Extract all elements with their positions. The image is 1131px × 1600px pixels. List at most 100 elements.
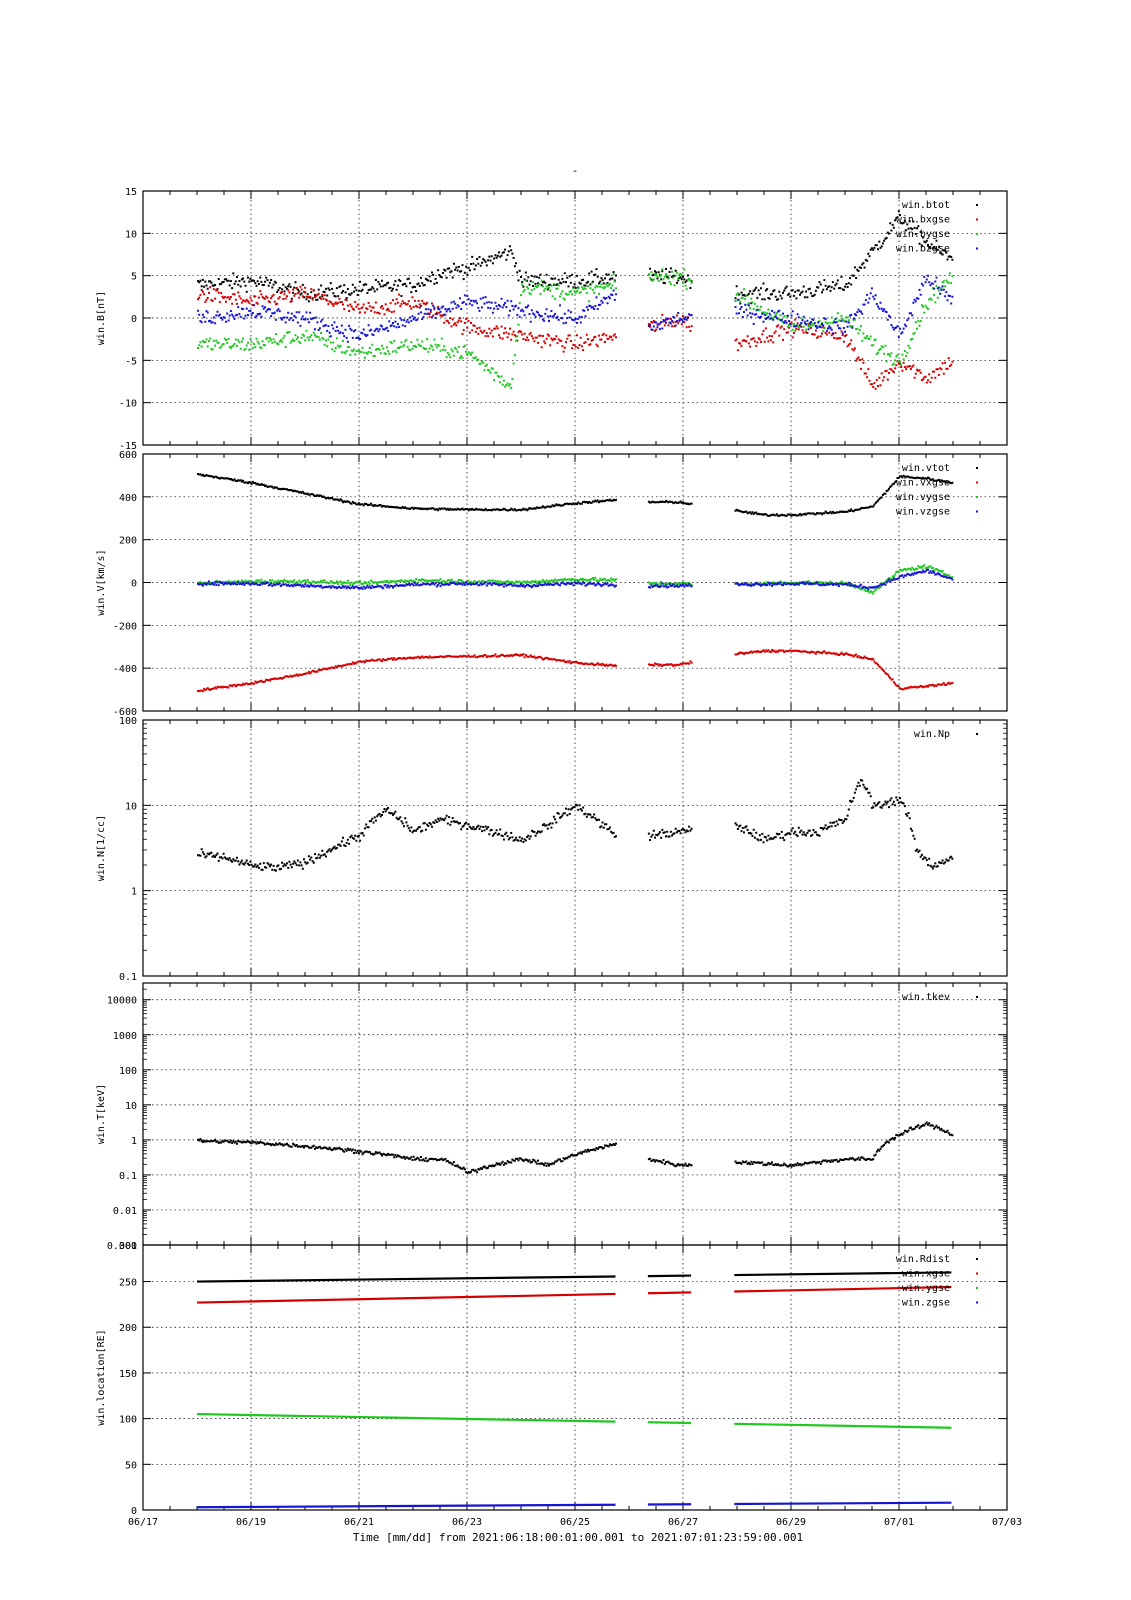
series-win-bxgse: win.bxgse bbox=[197, 215, 978, 390]
series-line bbox=[734, 1422, 952, 1429]
series-win-xgse bbox=[196, 1285, 952, 1304]
x-tick-label: 06/25 bbox=[560, 1517, 590, 1528]
panel-data: win.tkev bbox=[197, 992, 978, 1174]
legend-marker bbox=[976, 1301, 978, 1304]
legend-marker bbox=[976, 1258, 978, 1260]
y-tick-label: 100 bbox=[119, 1066, 137, 1077]
y-tick-label: 0 bbox=[131, 1506, 137, 1517]
series-line bbox=[647, 1291, 692, 1295]
series-line bbox=[734, 1285, 952, 1293]
series-win-vxgse: win.vxgse bbox=[197, 478, 978, 693]
y-tick-label: 10 bbox=[125, 1101, 137, 1112]
y-tick-label: -10 bbox=[119, 399, 137, 410]
series-win-Np: win.Np bbox=[197, 729, 978, 872]
legend-marker bbox=[976, 1287, 978, 1289]
series-points bbox=[197, 1121, 954, 1174]
y-axis-label: win.B[nT] bbox=[96, 291, 107, 345]
x-tick-label: 06/21 bbox=[344, 1517, 374, 1528]
series-points bbox=[197, 649, 954, 693]
y-tick-label: 0.001 bbox=[107, 1241, 137, 1252]
series-line bbox=[196, 1412, 616, 1423]
y-tick-label-corner: 300 bbox=[119, 1241, 137, 1252]
series-win-tkev: win.tkev bbox=[197, 992, 978, 1174]
legend-label: win.tkev bbox=[902, 992, 950, 1003]
series-win-zgse bbox=[196, 1501, 952, 1509]
legend-marker bbox=[976, 247, 978, 250]
chart-panel-4: 10000 1000 100 10 1 0.1 0.01 0.001 win.T[keV] win… bbox=[96, 982, 1008, 1252]
y-axis-label: win.T[keV] bbox=[96, 1084, 107, 1144]
legend-marker bbox=[976, 233, 978, 235]
series-win-btot: win.btot bbox=[197, 200, 978, 305]
legend-marker bbox=[976, 204, 978, 206]
y-tick-label: -400 bbox=[113, 664, 137, 675]
chart-panel-3: 100 10 1 0.1 win.N[1/cc] win.Np bbox=[96, 716, 1008, 983]
panel-data: win.Np bbox=[197, 729, 978, 872]
series-win-bzgse: win.bzgse bbox=[197, 244, 978, 343]
legend-marker bbox=[976, 510, 978, 513]
y-tick-label: 10000 bbox=[107, 996, 137, 1007]
series-points bbox=[197, 473, 954, 517]
x-tick-label: 07/03 bbox=[992, 1517, 1022, 1528]
y-axis-label: win.N[1/cc] bbox=[96, 815, 107, 881]
x-tick-label: 06/23 bbox=[452, 1517, 482, 1528]
x-axis-label: Time [mm/dd] from 2021:06:18:00:01:00.00… bbox=[353, 1531, 803, 1544]
legend-marker bbox=[976, 1272, 978, 1275]
legend-marker bbox=[976, 481, 978, 484]
legend-label: win.vxgse bbox=[896, 478, 950, 489]
y-tick-label: 200 bbox=[119, 1323, 137, 1334]
series-line bbox=[734, 1271, 952, 1277]
y-tick-label: 1 bbox=[131, 887, 137, 898]
y-tick-label: 1 bbox=[131, 1136, 137, 1147]
y-tick-label: 10 bbox=[125, 229, 137, 240]
series-win-vzgse: win.vzgse bbox=[197, 507, 978, 591]
y-axis-label: win.location[RE] bbox=[96, 1329, 107, 1425]
legend-label: win.bxgse bbox=[896, 215, 950, 226]
x-tick-label: 06/17 bbox=[128, 1517, 158, 1528]
panel-data: win.vtot win.vxgse win.vygse win.vzgse bbox=[197, 463, 978, 693]
series-win-bygse: win.bygse bbox=[197, 229, 978, 389]
series-line bbox=[196, 1275, 616, 1283]
chart-panel-2: 600 400 200 0 -200 -400 -600 win.V[km/s] win.vto… bbox=[96, 450, 1008, 718]
series-line bbox=[647, 1274, 692, 1278]
series-line bbox=[196, 1292, 616, 1304]
chart-panel-5: 250 200 150 100 50 0 300 win.location[RE] win.Rd… bbox=[96, 1241, 1008, 1517]
y-tick-label: 100 bbox=[119, 716, 137, 727]
y-axis-label: win.V[km/s] bbox=[96, 549, 107, 615]
y-tick-label: -200 bbox=[113, 621, 137, 632]
y-tick-label: -15 bbox=[119, 441, 137, 452]
series-line bbox=[196, 1503, 616, 1509]
legend-label: win.Np bbox=[914, 729, 950, 740]
series-win-ygse bbox=[196, 1412, 952, 1429]
legend-label: win.Rdist bbox=[896, 1254, 950, 1265]
y-tick-label: 0 bbox=[131, 579, 137, 590]
legend-label: win.bzgse bbox=[896, 244, 950, 255]
y-tick-label: 0.01 bbox=[113, 1206, 137, 1217]
y-tick-label: 10 bbox=[125, 801, 137, 812]
legend-marker bbox=[976, 218, 978, 221]
y-tick-label: 5 bbox=[131, 272, 137, 283]
legend-label: win.ygse bbox=[902, 1283, 950, 1294]
legend-label: win.zgse bbox=[902, 1298, 950, 1309]
y-tick-label: -600 bbox=[113, 707, 137, 718]
y-tick-label: 0.1 bbox=[119, 1171, 137, 1182]
y-tick-label: 15 bbox=[125, 187, 137, 198]
panel-data: win.btot win.bxgse win.bygse win.bzgse bbox=[197, 200, 978, 390]
series-points bbox=[197, 285, 954, 390]
chart-panel-1: 15 10 5 0 -5 -10 -15 win.B[nT] win.btot win.bxgse… bbox=[96, 187, 1008, 452]
legend-label: win.vzgse bbox=[896, 507, 950, 518]
series-points bbox=[197, 268, 954, 389]
y-tick-label: 0.1 bbox=[119, 972, 137, 983]
x-tick-label: 07/01 bbox=[884, 1517, 914, 1528]
series-points bbox=[197, 568, 954, 591]
y-tick-label: 50 bbox=[125, 1460, 137, 1471]
legend-marker bbox=[976, 996, 978, 998]
x-tick-label: 06/29 bbox=[776, 1517, 806, 1528]
legend-marker bbox=[976, 733, 978, 735]
legend-label: win.vtot bbox=[902, 463, 950, 474]
series-line bbox=[647, 1421, 692, 1425]
y-tick-label: 400 bbox=[119, 493, 137, 504]
legend-marker bbox=[976, 496, 978, 498]
series-points bbox=[197, 564, 954, 595]
series-win-vygse: win.vygse bbox=[197, 492, 978, 595]
series-win-Rdist bbox=[196, 1271, 952, 1283]
